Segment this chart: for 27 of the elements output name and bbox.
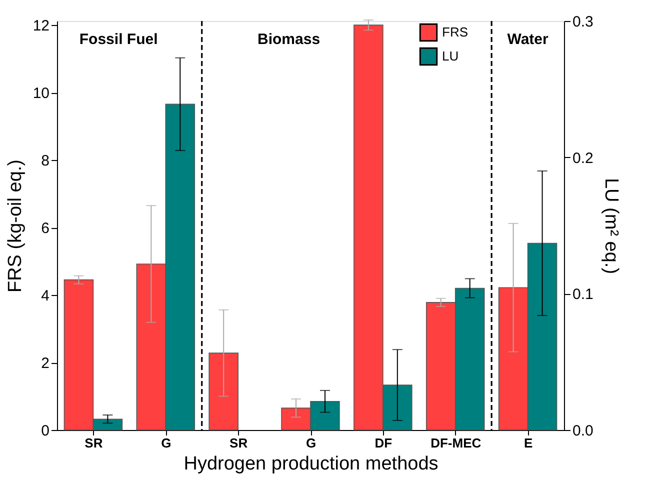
legend-label: FRS — [442, 24, 468, 40]
y2-tick-label: 0.3 — [572, 14, 594, 30]
y-tick-label: 12 — [32, 18, 50, 35]
legend-label: LU — [442, 48, 459, 64]
y2-axis-title: LU (m² eq.) — [600, 178, 622, 274]
y2-tick-label: 0.2 — [572, 150, 594, 167]
x-tick-label: E — [524, 436, 533, 450]
x-tick-label: DF — [374, 436, 392, 450]
x-tick-label: G — [306, 436, 316, 450]
y-axis-title: FRS (kg-oil eq.) — [4, 159, 26, 293]
x-tick-label: SR — [84, 436, 104, 450]
y-tick-label: 8 — [41, 152, 50, 170]
x-axis-title: Hydrogen production methods — [184, 454, 438, 474]
annotation: Fossil Fuel — [79, 31, 158, 48]
x-tick-label: SR — [230, 436, 248, 450]
y2-tick-label: 0.0 — [572, 422, 594, 440]
y-tick-label: 10 — [32, 85, 50, 102]
bar — [208, 352, 238, 430]
annotation: Water — [507, 31, 549, 48]
y-tick-label: 4 — [41, 288, 50, 305]
x-tick-label: G — [161, 436, 172, 450]
y2-tick-label: 0.1 — [572, 286, 594, 304]
y-tick-label: 6 — [41, 220, 50, 238]
x-tick-label: DF-MEC — [430, 436, 482, 450]
annotation: Biomass — [258, 31, 320, 48]
y-tick-label: 2 — [41, 355, 50, 372]
y-tick-label: 0 — [41, 422, 50, 440]
